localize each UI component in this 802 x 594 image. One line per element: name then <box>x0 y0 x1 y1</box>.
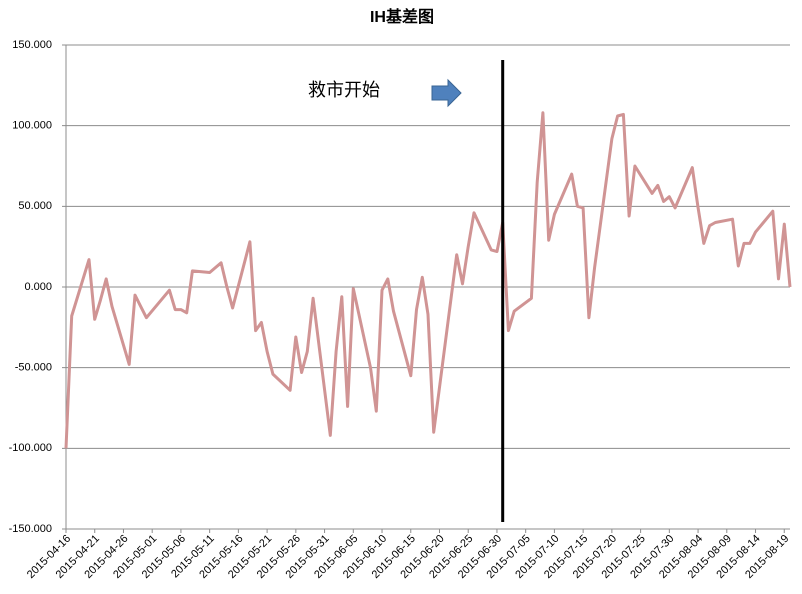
y-tick-label: -50.000 <box>15 362 52 374</box>
y-tick-label: -100.000 <box>9 442 52 454</box>
chart-title: IH基差图 <box>370 7 434 26</box>
data-line <box>64 111 792 449</box>
y-tick-label: 50.000 <box>18 200 52 212</box>
y-tick-label: 100.000 <box>12 120 52 132</box>
y-tick-label: -150.000 <box>9 523 52 535</box>
y-tick-label: 0.000 <box>24 281 52 293</box>
y-tick-label: 150.000 <box>12 39 52 51</box>
annotation: 救市开始 <box>308 80 380 100</box>
arrow <box>431 78 462 108</box>
